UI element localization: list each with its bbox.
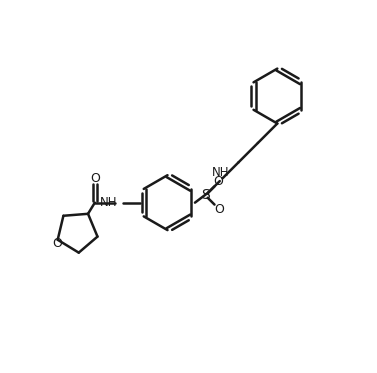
Text: O: O [53,237,63,250]
Text: O: O [90,172,100,185]
Text: O: O [215,203,224,216]
Text: NH: NH [100,195,118,209]
Text: S: S [201,188,210,203]
Text: NH: NH [212,166,230,179]
Text: O: O [213,175,223,188]
